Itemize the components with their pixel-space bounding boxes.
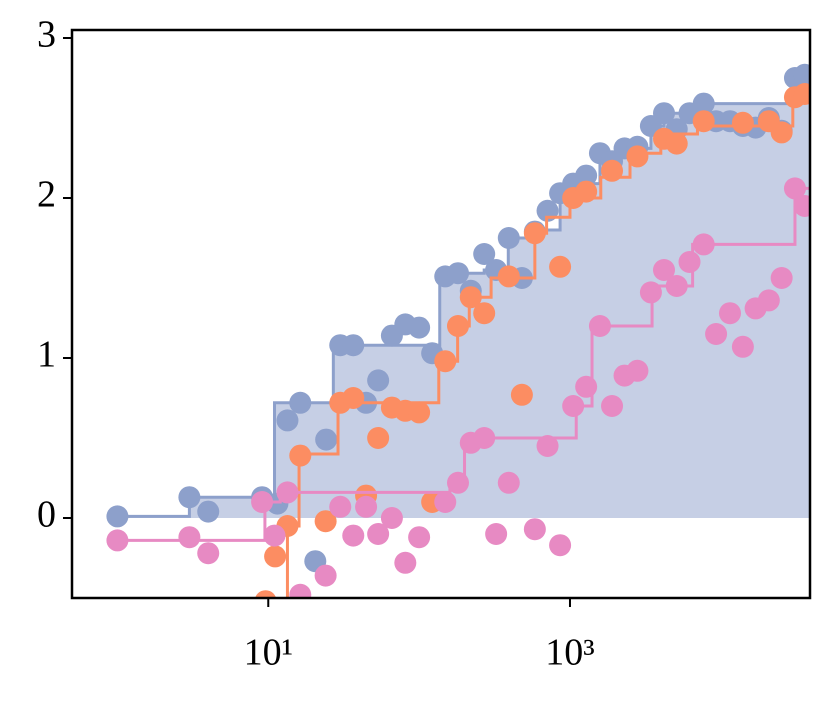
point <box>459 286 482 309</box>
point <box>434 491 457 513</box>
x-tick-label: 10³ <box>545 632 594 674</box>
point <box>523 222 546 245</box>
point <box>652 102 675 125</box>
point <box>652 259 675 281</box>
point <box>380 507 403 529</box>
point <box>446 315 469 337</box>
point <box>626 145 649 168</box>
point <box>367 369 390 392</box>
point <box>497 227 520 249</box>
point <box>178 526 201 549</box>
point <box>757 289 780 312</box>
point <box>718 302 741 325</box>
point <box>793 83 810 105</box>
y-tick-label: 3 <box>37 14 56 56</box>
plot-area <box>106 63 810 598</box>
point <box>575 375 598 398</box>
point <box>731 111 754 134</box>
point <box>588 315 611 337</box>
point <box>446 471 469 494</box>
point <box>523 518 546 541</box>
point <box>549 534 572 557</box>
point <box>197 500 220 523</box>
point <box>314 564 337 587</box>
point <box>314 510 337 533</box>
point <box>510 383 533 406</box>
point <box>264 545 287 568</box>
point <box>473 243 496 265</box>
point <box>342 387 365 409</box>
point <box>342 524 365 547</box>
point <box>497 265 520 288</box>
y-tick-label: 2 <box>37 174 56 216</box>
point <box>473 302 496 325</box>
point <box>289 391 312 414</box>
point <box>770 121 793 144</box>
point <box>255 590 277 598</box>
point <box>770 267 793 289</box>
point <box>626 359 649 382</box>
point <box>408 526 431 549</box>
point <box>692 92 715 115</box>
point <box>639 281 662 304</box>
point <box>289 444 312 467</box>
point <box>367 427 390 449</box>
point <box>575 164 598 187</box>
point <box>692 110 715 133</box>
point <box>731 335 754 358</box>
point <box>394 551 417 574</box>
point <box>601 159 624 182</box>
point <box>106 529 129 552</box>
x-tick-label: 10¹ <box>244 632 293 674</box>
point <box>601 395 624 417</box>
point <box>197 542 220 565</box>
y-tick-label: 1 <box>37 334 56 376</box>
point <box>367 523 390 545</box>
point <box>329 495 352 518</box>
point <box>678 251 701 273</box>
point <box>536 435 559 457</box>
point <box>276 481 299 504</box>
point <box>263 524 286 547</box>
point <box>575 180 598 203</box>
point <box>549 255 572 278</box>
point <box>665 275 688 297</box>
point <box>473 427 496 449</box>
point <box>408 316 431 339</box>
point <box>289 583 312 598</box>
axes-frame <box>70 28 812 600</box>
point <box>408 401 431 424</box>
point <box>251 491 274 513</box>
point <box>315 428 338 451</box>
point <box>783 177 806 200</box>
point <box>665 132 688 155</box>
point <box>355 495 378 518</box>
point <box>692 233 715 256</box>
point <box>178 486 201 509</box>
point <box>342 334 365 357</box>
point <box>106 505 129 528</box>
point <box>497 471 520 494</box>
point <box>793 195 810 217</box>
step-line <box>117 74 810 518</box>
point <box>485 523 508 545</box>
point <box>446 262 469 285</box>
point <box>562 395 585 417</box>
y-tick-label: 0 <box>37 494 56 536</box>
point <box>705 323 728 345</box>
point <box>434 350 457 373</box>
point <box>276 409 299 432</box>
point <box>793 63 810 86</box>
